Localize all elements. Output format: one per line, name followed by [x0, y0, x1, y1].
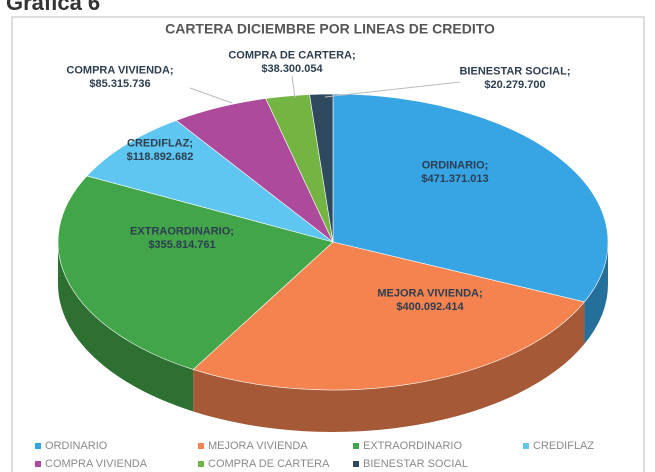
label-category-text: EXTRAORDINARIO	[130, 225, 231, 237]
label-separator: ;	[352, 49, 356, 61]
label-separator: ;	[485, 159, 489, 171]
slice	[86, 120, 334, 243]
label-separator: ;	[567, 65, 571, 77]
label-separator: ;	[479, 287, 483, 299]
leader-line	[291, 75, 296, 99]
label-category: BIENESTAR SOCIAL;	[459, 65, 570, 77]
legend-swatch	[35, 461, 41, 467]
label-category-text: BIENESTAR SOCIAL	[459, 65, 567, 77]
data-label: COMPRA VIVIENDA; $85.315.736	[66, 64, 173, 90]
leader-line	[189, 87, 233, 104]
label-category-text: COMPRA DE CARTERA	[228, 49, 352, 61]
heading: Grafica 6	[6, 0, 100, 15]
label-value: $355.814.761	[148, 239, 215, 251]
label-category-text: COMPRA VIVIENDA	[66, 64, 170, 76]
leader-line	[324, 81, 461, 98]
label-category: COMPRA VIVIENDA;	[66, 64, 173, 76]
data-label: CREDIFLAZ; $118.892.682	[127, 137, 194, 163]
legend-label: COMPRA VIVIENDA	[45, 458, 148, 470]
label-category-text: CREDIFLAZ	[127, 137, 190, 149]
legend-swatch	[523, 443, 529, 449]
legend-swatch	[198, 461, 204, 467]
label-value: $118.892.682	[127, 151, 194, 163]
legend-label: EXTRAORDINARIO	[363, 440, 462, 452]
chart-title: CARTERA DICIEMBRE POR LINEAS DE CREDITO	[165, 21, 495, 37]
slice	[57, 175, 334, 370]
label-value: $38.300.054	[261, 63, 323, 75]
data-label: MEJORA VIVIENDA; $400.092.414	[377, 287, 482, 313]
label-value: $85.315.736	[89, 78, 150, 90]
legend-label: CREDIFLAZ	[533, 440, 594, 452]
label-separator: ;	[170, 64, 174, 76]
label-separator: ;	[230, 225, 234, 237]
slice	[309, 93, 334, 243]
data-label: EXTRAORDINARIO; $355.814.761	[130, 225, 234, 251]
legend-label: BIENESTAR SOCIAL	[363, 458, 468, 470]
data-label: ORDINARIO; $471.371.013	[421, 159, 488, 185]
data-label: BIENESTAR SOCIAL; $20.279.700	[459, 65, 570, 91]
legend-label: MEJORA VIVIENDA	[208, 440, 308, 452]
label-value: $471.371.013	[421, 173, 488, 185]
legend-swatch	[198, 443, 204, 449]
label-category: EXTRAORDINARIO;	[130, 225, 234, 237]
slice-side	[193, 301, 585, 432]
label-value: $400.092.414	[396, 301, 464, 313]
label-category: ORDINARIO;	[422, 159, 489, 171]
legend-swatch	[353, 443, 359, 449]
label-category: MEJORA VIVIENDA;	[377, 287, 482, 299]
label-category-text: ORDINARIO	[422, 159, 485, 171]
label-value: $20.279.700	[484, 79, 545, 91]
slice-side	[58, 242, 194, 412]
legend-label: ORDINARIO	[45, 440, 108, 452]
slice-side	[584, 242, 608, 344]
label-category-text: MEJORA VIVIENDA	[377, 287, 479, 299]
label-separator: ;	[189, 137, 193, 149]
slice	[332, 93, 609, 303]
slice	[192, 241, 585, 391]
legend-swatch	[353, 461, 359, 467]
legend-label: COMPRA DE CARTERA	[208, 458, 330, 470]
label-category: COMPRA DE CARTERA;	[228, 49, 355, 61]
label-category: CREDIFLAZ;	[127, 137, 193, 149]
data-label: COMPRA DE CARTERA; $38.300.054	[228, 49, 355, 75]
legend-swatch	[35, 443, 41, 449]
